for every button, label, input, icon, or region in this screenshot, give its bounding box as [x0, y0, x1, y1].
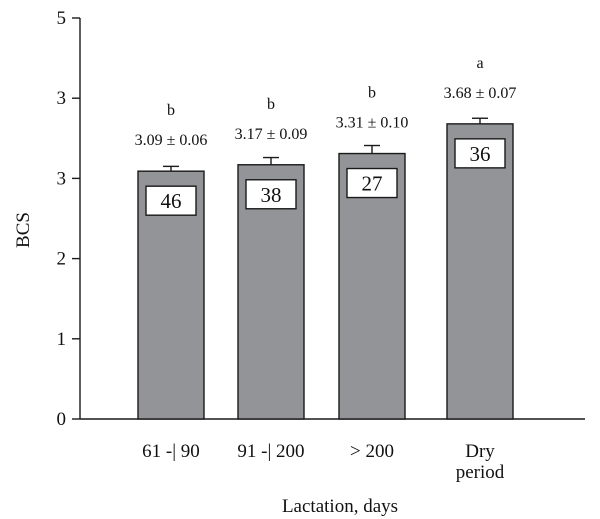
sample-size-label: 38	[261, 183, 282, 207]
value-label: 3.31 ± 0.10	[336, 115, 409, 132]
value-label: 3.17 ± 0.09	[235, 126, 308, 143]
x-tick-label: 91 -| 200	[237, 441, 304, 462]
value-label: 3.68 ± 0.07	[444, 85, 517, 102]
significance-letter: b	[167, 102, 175, 119]
bars: 3.09 ± 0.06 b 46 3.17 ± 0.09 b 38 3.31 ± 0.10 b…	[135, 55, 517, 420]
significance-letter: b	[368, 85, 376, 102]
x-axis-label: Lactation, days	[282, 496, 398, 517]
y-tick-label: 5	[57, 8, 67, 29]
y-tick-label: 2	[57, 249, 67, 270]
value-label: 3.09 ± 0.06	[135, 132, 208, 149]
sample-size-box	[245, 179, 297, 210]
significance-letter: b	[267, 96, 275, 113]
sample-size-box	[346, 167, 398, 199]
x-tick-label: 61 -| 90	[142, 441, 200, 462]
sample-size-label: 36	[470, 142, 491, 166]
bar	[446, 123, 514, 420]
y-axis-ticks: 0 1 2 3 3 5	[57, 8, 80, 430]
y-tick-label: 0	[57, 409, 67, 430]
sample-size-label: 27	[362, 172, 383, 196]
y-tick-label: 3	[57, 168, 67, 189]
sample-size-label: 46	[161, 189, 182, 213]
y-tick-label: 1	[57, 329, 67, 350]
sample-size-box	[145, 185, 197, 216]
y-axis-label: BCS	[13, 212, 34, 248]
significance-letter: a	[476, 55, 483, 72]
sample-size-box	[454, 138, 506, 169]
x-tick-label: Dry	[465, 441, 495, 462]
x-tick-label: period	[456, 462, 505, 483]
x-tick-label: > 200	[350, 441, 394, 462]
y-tick-label: 3	[57, 88, 67, 109]
